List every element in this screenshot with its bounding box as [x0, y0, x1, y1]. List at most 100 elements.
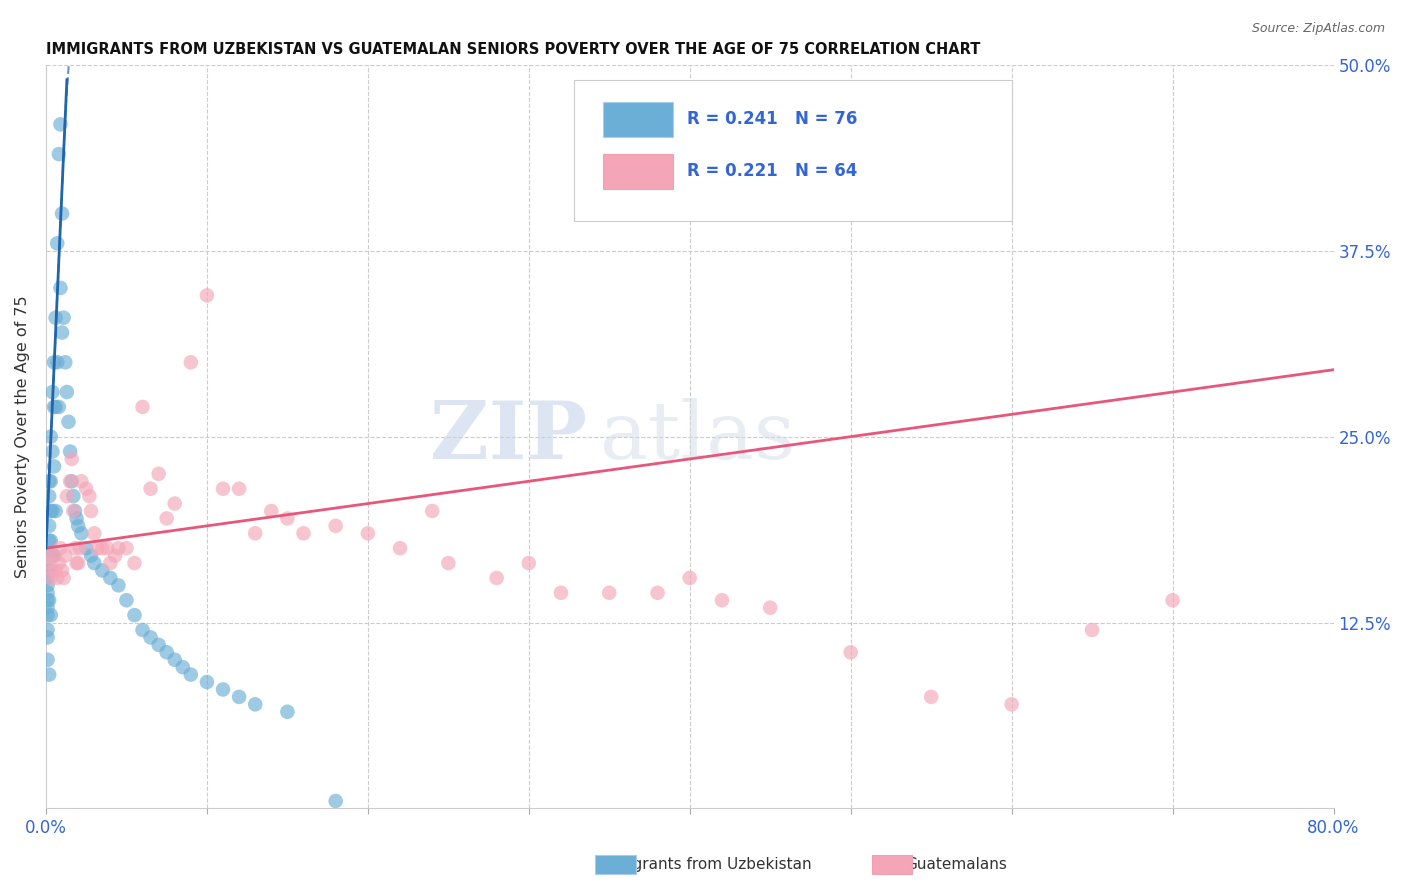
Point [437, 556, 460, 570]
Point [1081, 623, 1104, 637]
Point [63, 504, 86, 518]
Point [79, 489, 101, 503]
Point [67, 519, 90, 533]
Point [195, 675, 218, 690]
Point [62, 504, 84, 518]
Point [41, 385, 63, 400]
Point [67, 556, 90, 570]
Point [59, 475, 82, 489]
Point [156, 645, 179, 659]
Point [107, 578, 129, 592]
Point [45, 400, 67, 414]
Point [389, 541, 412, 556]
Point [195, 288, 218, 302]
Point [38, 549, 60, 563]
Point [357, 526, 380, 541]
Point [550, 586, 572, 600]
Point [70, 475, 93, 489]
Text: atlas: atlas [599, 398, 794, 475]
Point [260, 504, 283, 518]
FancyBboxPatch shape [603, 102, 673, 137]
Point [39, 564, 62, 578]
Point [148, 467, 170, 481]
Point [56, 489, 79, 503]
Point [839, 645, 862, 659]
Point [131, 400, 153, 414]
Point [51, 326, 73, 340]
Point [58, 415, 80, 429]
Point [163, 653, 186, 667]
Point [37, 578, 59, 592]
Text: R = 0.221   N = 64: R = 0.221 N = 64 [688, 162, 858, 180]
Point [53, 355, 76, 369]
Point [46, 355, 69, 369]
FancyBboxPatch shape [574, 79, 1012, 221]
Point [38, 475, 60, 489]
Text: Source: ZipAtlas.com: Source: ZipAtlas.com [1251, 22, 1385, 36]
Point [53, 549, 76, 563]
Point [163, 497, 186, 511]
Point [86, 541, 108, 556]
Point [485, 571, 508, 585]
Text: IMMIGRANTS FROM UZBEKISTAN VS GUATEMALAN SENIORS POVERTY OVER THE AGE OF 75 CORR: IMMIGRANTS FROM UZBEKISTAN VS GUATEMALAN… [46, 42, 980, 57]
Point [228, 690, 250, 704]
Point [98, 571, 121, 585]
Point [91, 541, 114, 556]
Point [65, 511, 87, 525]
FancyBboxPatch shape [603, 154, 673, 189]
Point [38, 489, 60, 503]
Point [38, 533, 60, 548]
Point [83, 556, 105, 570]
Point [45, 504, 67, 518]
Y-axis label: Seniors Poverty Over the Age of 75: Seniors Poverty Over the Age of 75 [15, 295, 30, 578]
Point [115, 541, 138, 556]
Point [63, 541, 86, 556]
Point [49, 117, 72, 131]
Point [38, 667, 60, 681]
Point [37, 653, 59, 667]
Point [49, 541, 72, 556]
Point [80, 504, 103, 518]
Point [325, 519, 347, 533]
Point [39, 430, 62, 444]
Point [42, 549, 65, 563]
Point [276, 705, 298, 719]
Point [60, 452, 83, 467]
Point [52, 310, 75, 325]
Point [51, 564, 73, 578]
Point [62, 489, 84, 503]
Point [41, 564, 63, 578]
Point [172, 660, 194, 674]
Point [46, 571, 69, 585]
Point [75, 541, 97, 556]
Point [41, 549, 63, 563]
Point [124, 608, 146, 623]
Point [37, 623, 59, 637]
Point [180, 355, 202, 369]
Point [42, 355, 65, 369]
Point [37, 608, 59, 623]
Point [75, 482, 97, 496]
Point [65, 556, 87, 570]
Text: Immigrants from Uzbekistan: Immigrants from Uzbekistan [595, 857, 811, 872]
Point [39, 533, 62, 548]
Point [325, 794, 347, 808]
Point [49, 281, 72, 295]
Point [83, 526, 105, 541]
Text: R = 0.241   N = 76: R = 0.241 N = 76 [688, 110, 858, 128]
Point [98, 556, 121, 570]
Point [59, 444, 82, 458]
Point [37, 586, 59, 600]
Point [1001, 698, 1024, 712]
Point [1161, 593, 1184, 607]
Point [60, 475, 83, 489]
Point [245, 526, 267, 541]
Point [420, 504, 443, 518]
Point [115, 593, 138, 607]
Point [517, 556, 540, 570]
Point [45, 310, 67, 325]
Point [48, 147, 70, 161]
Point [39, 504, 62, 518]
Point [38, 549, 60, 563]
Point [39, 608, 62, 623]
